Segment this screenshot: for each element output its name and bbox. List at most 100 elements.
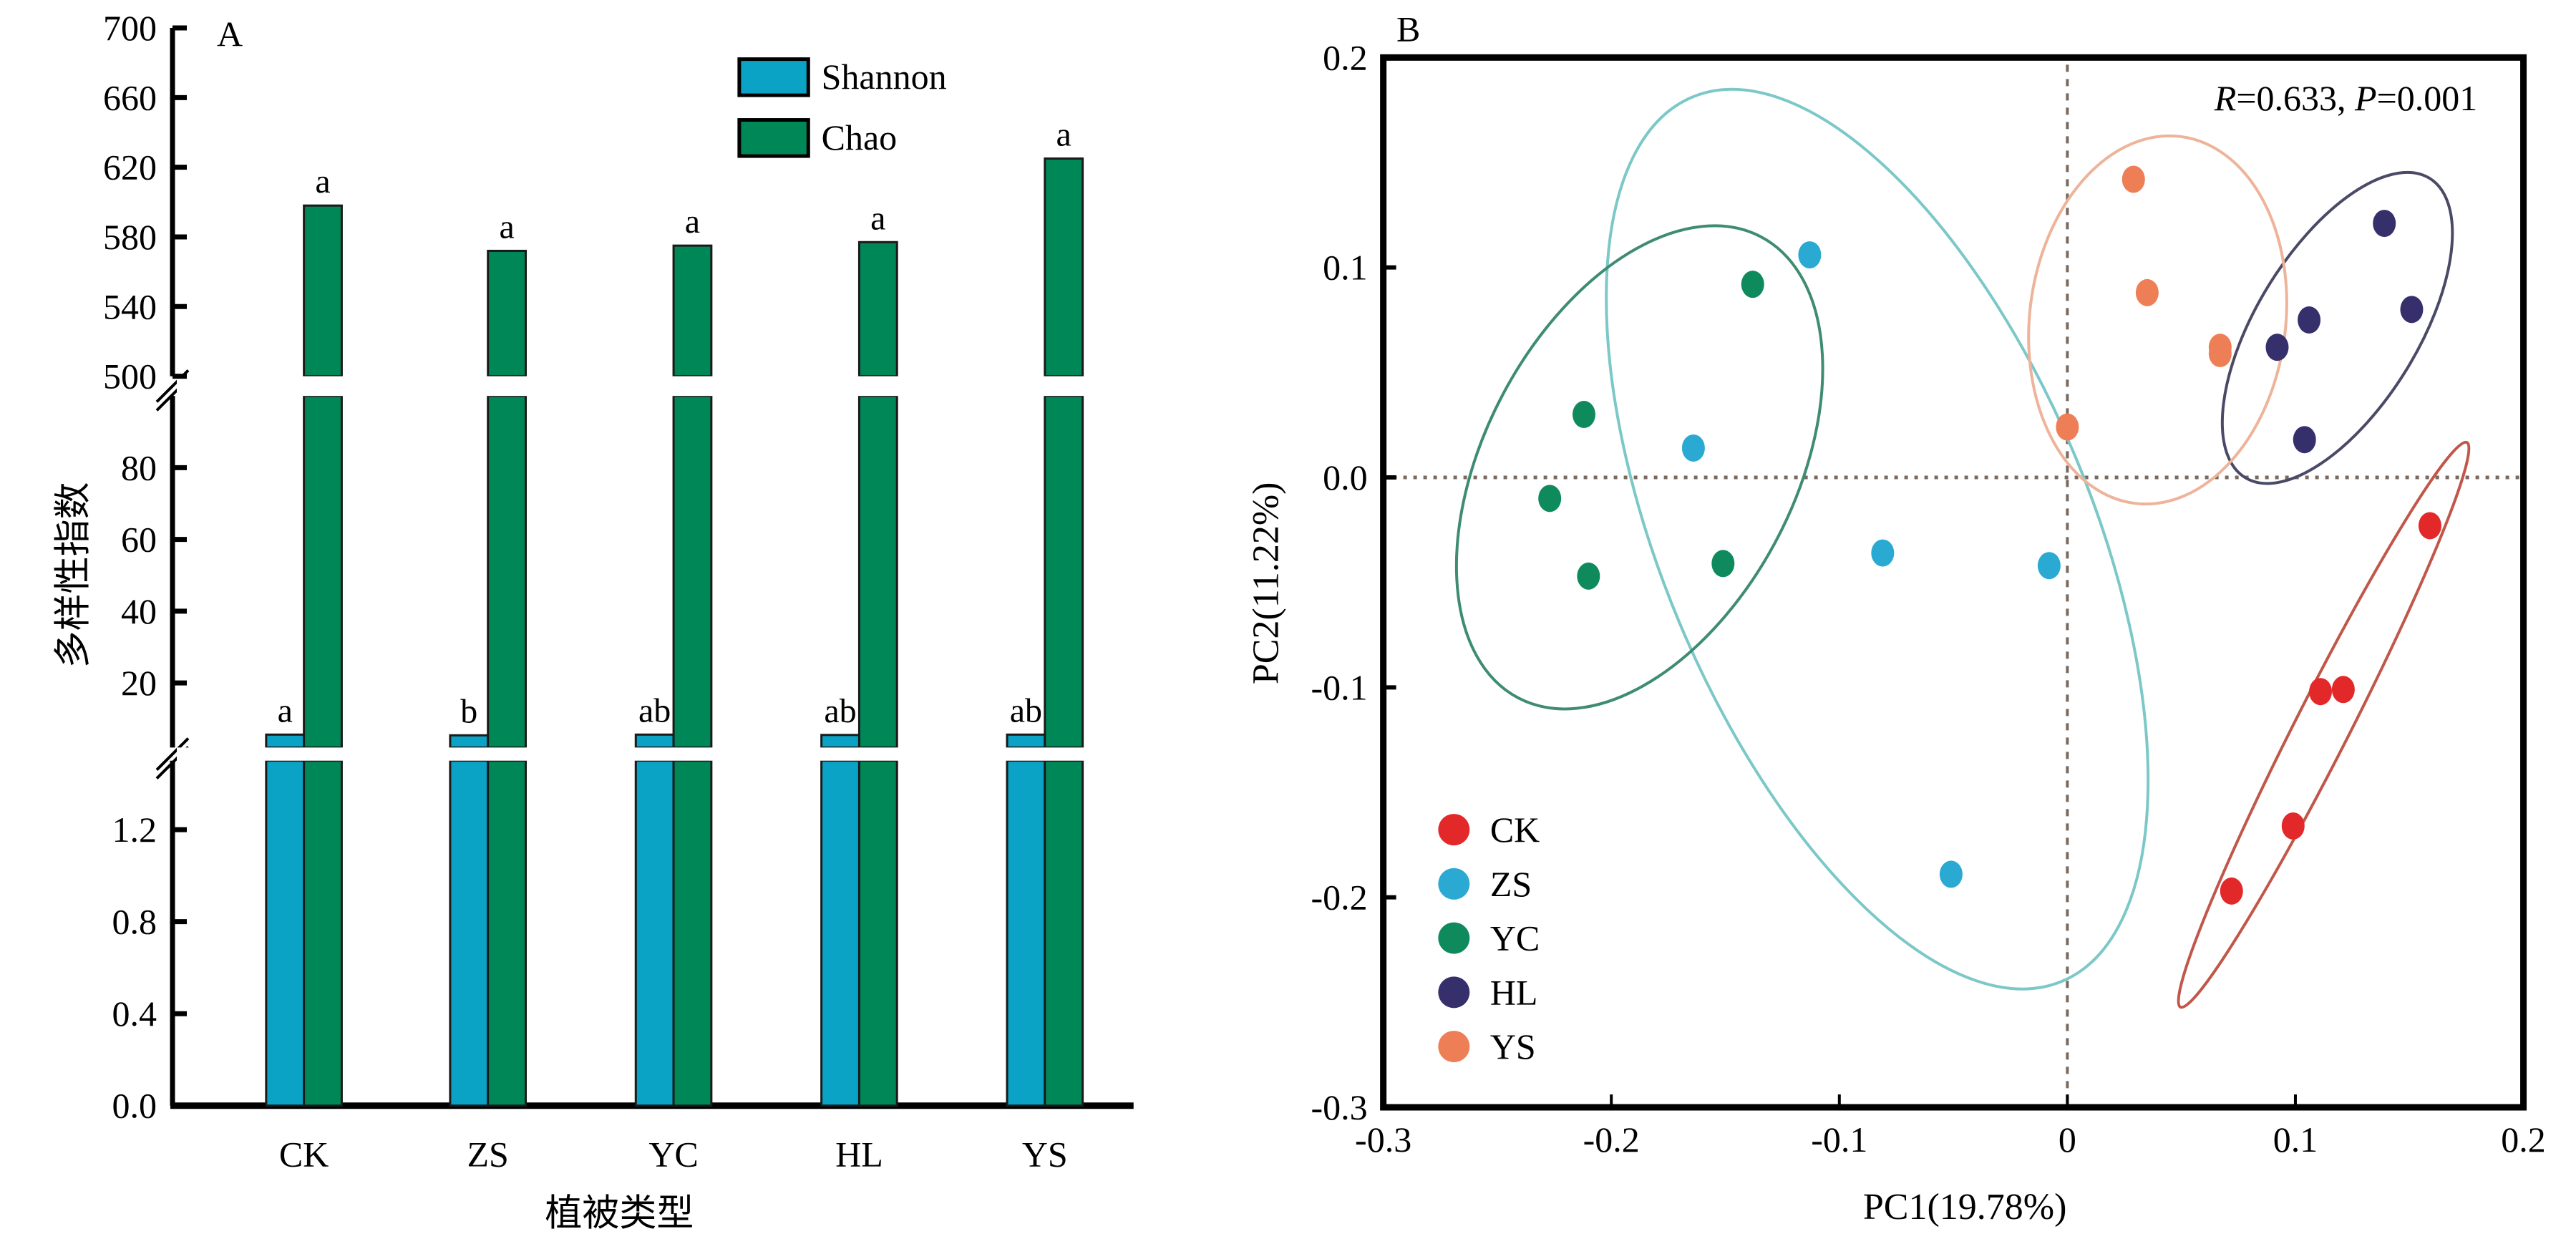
bar-chao-ck [303, 759, 343, 1107]
plot-frame [1380, 54, 2527, 1111]
y-tick-label: 0.8 [112, 902, 157, 942]
bar-chao-zs [487, 394, 527, 749]
bar-shannon-ck [265, 733, 306, 749]
significance-chao-zs: a [499, 208, 514, 246]
point-hl-2 [2298, 306, 2321, 334]
category-label-yc: YC [648, 1134, 698, 1175]
legend-label-chao: Chao [822, 117, 898, 157]
point-yc-4 [1577, 562, 1600, 590]
y-tick-labels: 0.0 0.4 0.8 1.2 20 40 60 80 500 540 580 620 660 700 [103, 8, 188, 1126]
bar-chart-bars [177, 157, 1138, 1107]
bar-chao-yc [672, 759, 713, 1107]
bar-shannon-zs [449, 734, 490, 749]
panel-label-b: B [1396, 9, 1420, 49]
legend-marker-zs [1438, 868, 1470, 900]
bar-chao-zs [487, 759, 527, 1107]
point-yc-1 [1741, 271, 1764, 298]
x-tick-label: 0.2 [2501, 1119, 2546, 1160]
ellipse-zs [1605, 87, 2150, 991]
point-hl-3 [2400, 296, 2424, 324]
point-hl-4 [2265, 334, 2289, 361]
bar-chao-yc [672, 244, 713, 378]
category-label-zs: ZS [467, 1134, 509, 1175]
legend-marker-hl [1438, 976, 1470, 1009]
y-tick-label: -0.2 [1311, 878, 1367, 918]
y-tick-label: 0.2 [1323, 37, 1368, 77]
anosim-statistic: R=0.633, P=0.001 [2214, 78, 2478, 118]
x-tick-label: -0.1 [1811, 1119, 1867, 1160]
y-tick-label: 1.2 [112, 810, 157, 850]
legend-label-zs: ZS [1490, 864, 1532, 904]
bar-chao-hl [857, 759, 898, 1107]
bar-chao-ys [1044, 759, 1084, 1107]
category-label-ys: YS [1022, 1134, 1068, 1175]
point-yc-3 [1538, 485, 1562, 512]
bar-chao-zs [487, 249, 527, 378]
pcoa-tick-labels: -0.3 -0.2 -0.1 0 0.1 0.2 -0.3 -0.2 -0.1 0.0 0.1 0.2 [1311, 37, 2545, 1160]
bar-shannon-yc [634, 759, 675, 1107]
point-ck-4 [2281, 812, 2305, 840]
x-tick-label: -0.3 [1355, 1119, 1411, 1160]
x-tick-label: 0 [2059, 1119, 2076, 1160]
legend-swatch-chao [737, 118, 810, 158]
point-ys-5 [2056, 413, 2079, 441]
bar-shannon-ck [265, 759, 306, 1107]
y-tick-label: 80 [121, 447, 157, 487]
panel-b-pcoa-plot: B -0.3 -0.2 -0.1 0 0.1 0.2 -0.3 -0.2 -0.1 0.0 0.1 0… [1246, 9, 2546, 1228]
significance-chao-ys: a [1056, 115, 1071, 153]
legend-marker-ys [1438, 1031, 1470, 1063]
bar-shannon-hl [820, 734, 860, 749]
category-label-ck: CK [279, 1134, 329, 1175]
y-tick-label: 0.4 [112, 993, 157, 1034]
point-zs-5 [1939, 860, 1963, 888]
point-zs-2 [1681, 434, 1705, 462]
y-tick-label: 0.0 [1323, 457, 1368, 497]
panel-label-a: A [217, 14, 243, 54]
p-label: P [2354, 78, 2377, 118]
bar-chao-ys [1044, 157, 1084, 378]
significance-shannon-yc: ab [638, 691, 671, 729]
point-ck-5 [2220, 877, 2243, 905]
point-ys-2 [2135, 278, 2159, 306]
significance-shannon-ck: a [278, 691, 293, 729]
y-tick-label: 0.1 [1323, 248, 1368, 288]
ellipse-hl [2220, 170, 2454, 485]
significance-shannon-hl: ab [824, 692, 856, 730]
bar-chao-yc [672, 394, 713, 749]
y-tick-label: 700 [103, 8, 157, 48]
pcoa-points [1538, 165, 2441, 905]
reference-lines [1383, 64, 2524, 1108]
axis-break-gap [177, 376, 1138, 397]
x-category-labels: CK ZS YC HL YS [279, 1134, 1068, 1175]
significance-chao-ck: a [315, 162, 330, 200]
legend-marker-yc [1438, 922, 1470, 954]
legend-label-ck: CK [1490, 810, 1540, 850]
ellipse-ck [2177, 440, 2471, 1009]
point-hl-5 [2293, 426, 2316, 454]
bar-shannon-zs [449, 759, 490, 1107]
point-yc-2 [1572, 401, 1595, 429]
group-ellipses [1454, 87, 2471, 1009]
bar-chao-ck [303, 394, 343, 749]
y-tick-label: 660 [103, 77, 157, 117]
point-ys-4 [2208, 339, 2232, 367]
significance-shannon-ys: ab [1010, 691, 1042, 729]
axis-break-gap [177, 747, 1138, 761]
x-tick-label: 0.1 [2273, 1119, 2318, 1160]
y-tick-label: 620 [103, 147, 157, 188]
r-value: =0.633, [2236, 78, 2355, 118]
point-zs-3 [1871, 539, 1895, 567]
legend-label-shannon: Shannon [822, 57, 947, 97]
bar-shannon-ys [1006, 759, 1046, 1107]
point-ck-3 [2331, 676, 2355, 704]
pcoa-legend: CK ZS YC HL YS [1438, 810, 1540, 1066]
y-tick-label: 580 [103, 217, 157, 257]
point-ck-1 [2418, 512, 2441, 540]
y-tick-label: 40 [121, 591, 157, 631]
point-yc-5 [1711, 550, 1735, 578]
y-tick-label: 60 [121, 520, 157, 560]
y-axis-title: 多样性指数 [53, 482, 94, 668]
